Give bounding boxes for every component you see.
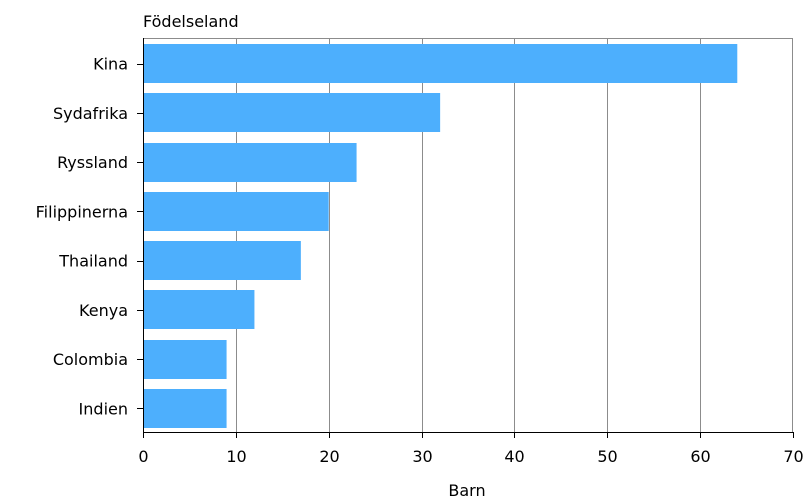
x-tick-label: 30 [412,447,432,466]
category-label: Colombia [53,350,128,369]
category-label: Indien [79,399,128,418]
category-label: Filippinerna [36,202,128,221]
bar-thailand [144,241,301,280]
x-tick-label: 50 [597,447,617,466]
y-axis-title: Födelseland [143,12,239,31]
x-tick-label: 40 [504,447,524,466]
x-axis-title: Barn [448,481,486,500]
x-tick-label: 60 [690,447,710,466]
category-label: Ryssland [57,153,128,172]
category-label: Thailand [58,252,128,271]
x-tick-label: 70 [783,447,803,466]
x-tick-label: 20 [319,447,339,466]
x-tick-label: 10 [226,447,246,466]
category-label: Kina [93,55,128,74]
x-tick-label: 0 [138,447,148,466]
category-label: Kenya [79,301,128,320]
bar-colombia [144,340,227,379]
bar-kina [144,44,738,83]
bar-sydafrika [144,93,441,132]
bar-kenya [144,290,255,329]
bar-ryssland [144,143,357,182]
category-label: Sydafrika [53,104,128,123]
bar-indien [144,389,227,428]
bar-filippinerna [144,192,329,231]
